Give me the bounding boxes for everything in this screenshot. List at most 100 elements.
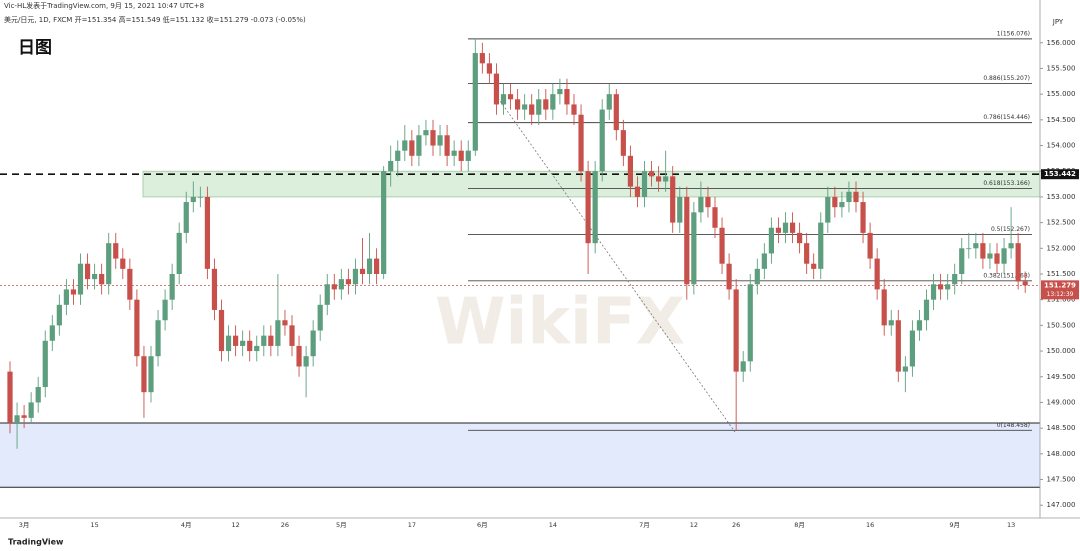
candle-body: [106, 243, 112, 285]
candle-body: [712, 207, 718, 228]
candle-body: [275, 320, 281, 346]
candle-body: [846, 191, 852, 203]
candle-body: [656, 176, 662, 182]
candle-body: [938, 284, 944, 290]
candle-body: [35, 387, 41, 403]
candle-body: [670, 176, 676, 223]
candle-body: [289, 325, 295, 346]
price-axis: [1040, 0, 1080, 551]
candle-body: [458, 150, 464, 161]
fib-label: 0.886(155.207): [983, 75, 1030, 82]
candle-body: [395, 150, 401, 161]
y-tick-label: 151.000: [1047, 296, 1076, 304]
candle-body: [543, 99, 549, 110]
plot: 1(156.076) 0.886(155.207) 0.786(154.446) 0.…: [0, 30, 1040, 449]
candle-body: [839, 202, 845, 208]
candle-body: [444, 135, 450, 156]
y-tick-label: 152.000: [1047, 244, 1076, 252]
currency: JPY: [1052, 18, 1064, 26]
candle-body: [825, 196, 831, 223]
candle-body: [663, 176, 669, 182]
candle-body: [536, 99, 542, 115]
candle-body: [550, 94, 556, 110]
candle-body: [578, 114, 584, 172]
level-tag: [1041, 169, 1079, 180]
candle-body: [726, 263, 732, 290]
candle-body: [472, 53, 478, 151]
x-tick-label: 9月: [949, 521, 960, 529]
candle-body: [148, 356, 154, 393]
candle-body: [973, 243, 979, 249]
candle-body: [1008, 243, 1014, 249]
candle-body: [966, 248, 972, 250]
candle-body: [634, 186, 641, 197]
candle-body: [705, 196, 711, 208]
candle-body: [317, 304, 323, 331]
zones: [0, 170, 1041, 488]
candle-body: [945, 284, 951, 290]
candle-body: [190, 196, 196, 203]
candle-body: [162, 299, 168, 321]
candle-body: [592, 171, 598, 244]
chart-title: 日图: [18, 38, 52, 58]
candle-body: [437, 135, 443, 146]
price-tag-label: 151.279: [1044, 281, 1076, 289]
candle-body: [775, 227, 782, 233]
candle-body: [888, 320, 894, 326]
candle-body: [324, 284, 330, 305]
x-tick-label: 8月: [794, 521, 805, 529]
candle-body: [14, 415, 20, 423]
candle-body: [613, 94, 619, 131]
candle-body: [747, 284, 753, 362]
candle-body: [515, 99, 521, 110]
candle-body: [92, 273, 98, 280]
price-tag: [1041, 280, 1079, 300]
y-tick-label: 149.500: [1047, 373, 1076, 381]
candle-body: [811, 263, 817, 269]
header-line1: Vic-HL发表于TradingView.com, 9月 15, 2021 10…: [4, 1, 204, 10]
fib-label: 1(156.076): [997, 30, 1030, 37]
candle-body: [134, 299, 140, 357]
candle-body: [782, 222, 789, 233]
candle-body: [338, 279, 344, 290]
candle-body: [282, 320, 288, 326]
candle-body: [141, 356, 147, 393]
fib-label: 0(148.458): [997, 422, 1030, 429]
x-tick-label: 16: [866, 521, 874, 529]
candle-body: [197, 196, 203, 198]
candle-body: [719, 227, 725, 264]
candle-body: [451, 150, 457, 156]
candle-body: [155, 320, 161, 357]
candle-body: [303, 356, 309, 367]
candle-body: [409, 140, 415, 156]
candle-body: [987, 253, 993, 259]
candle-body: [677, 196, 683, 223]
candle-body: [296, 345, 302, 367]
candle-body: [980, 243, 986, 259]
watermark: WikiFX: [435, 286, 685, 360]
candle-body: [895, 320, 901, 372]
candle-body: [225, 335, 232, 352]
price-countdown: 13:12:39: [1047, 291, 1074, 298]
candle-body: [909, 330, 915, 367]
candle-body: [585, 171, 591, 244]
candle-body: [804, 243, 810, 264]
y-tick-label: 148.500: [1047, 424, 1076, 432]
candle-body: [49, 325, 55, 341]
x-tick-label: 3月: [19, 521, 30, 529]
candle-body: [733, 289, 739, 372]
x-tick-label: 13: [1007, 521, 1015, 529]
candle-body: [28, 402, 34, 418]
candle-body: [218, 309, 225, 352]
candle-body: [70, 289, 77, 295]
x-tick-label: 26: [732, 521, 740, 529]
candle-body: [310, 330, 316, 357]
candle-body: [176, 232, 182, 274]
candle-body: [233, 335, 239, 346]
candle-body: [261, 335, 267, 346]
zone: [0, 422, 1040, 488]
header-line2: 美元/日元, 1D, FXCM 开=151.354 高=151.549 低=15…: [4, 15, 306, 24]
candle-body: [853, 191, 859, 203]
